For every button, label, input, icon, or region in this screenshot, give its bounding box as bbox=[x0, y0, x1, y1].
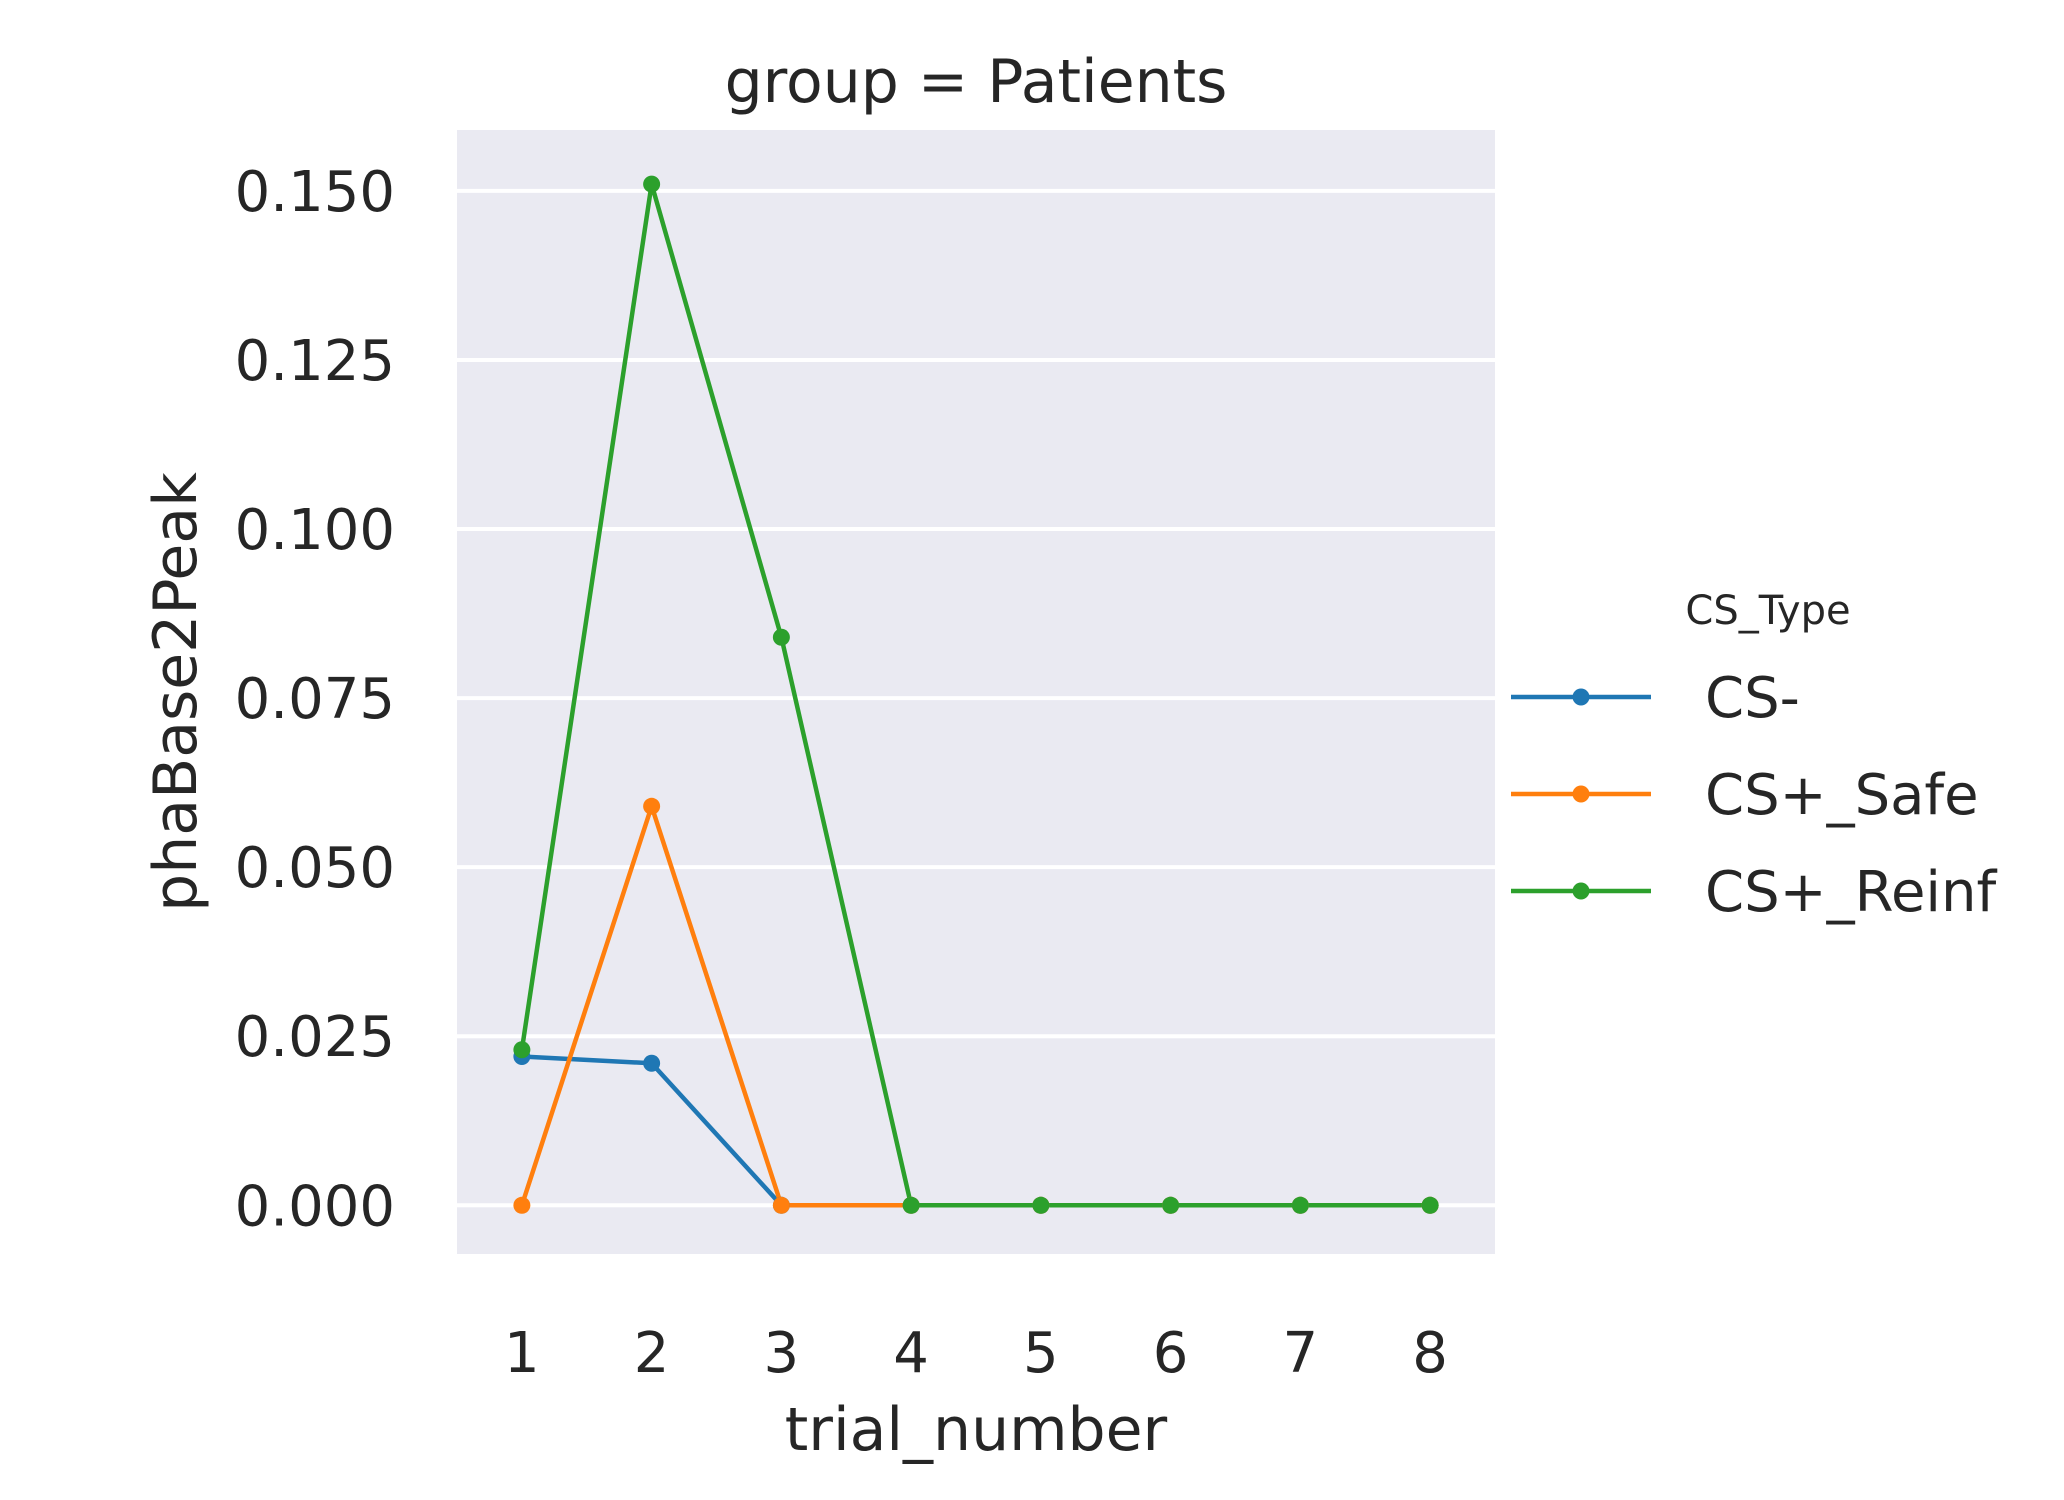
data-point bbox=[1291, 1196, 1309, 1214]
x-tick-label: 8 bbox=[1412, 1321, 1448, 1386]
y-tick-label: 0.100 bbox=[235, 498, 395, 563]
legend-label: CS+_Reinf bbox=[1705, 860, 1997, 925]
y-tick-label: 0.050 bbox=[235, 836, 395, 901]
x-tick-label: 1 bbox=[504, 1321, 540, 1386]
data-point bbox=[643, 797, 661, 815]
data-point bbox=[772, 628, 790, 646]
x-tick-label: 3 bbox=[764, 1321, 800, 1386]
legend-marker bbox=[1572, 785, 1590, 803]
data-point bbox=[513, 1196, 531, 1214]
series-line-2 bbox=[519, 181, 1431, 1208]
data-point bbox=[1162, 1196, 1180, 1214]
y-tick-label: 0.125 bbox=[235, 329, 395, 394]
y-tick-label: 0.025 bbox=[235, 1005, 395, 1070]
data-point bbox=[1032, 1196, 1050, 1214]
y-tick-label: 0.075 bbox=[235, 667, 395, 732]
series-points bbox=[513, 175, 1439, 1214]
data-point bbox=[772, 1196, 790, 1214]
data-point bbox=[1421, 1196, 1439, 1214]
legend-marker bbox=[1572, 882, 1590, 900]
x-tick-labels: 1 2 3 4 5 6 7 8 bbox=[504, 1321, 1448, 1386]
x-tick-label: 5 bbox=[1023, 1321, 1059, 1386]
x-tick-label: 2 bbox=[634, 1321, 670, 1386]
x-axis-label: trial_number bbox=[785, 1395, 1168, 1465]
data-point bbox=[643, 175, 661, 193]
legend-label: CS+_Safe bbox=[1705, 763, 1979, 828]
data-point bbox=[513, 1041, 531, 1059]
legend-label: CS- bbox=[1705, 666, 1800, 731]
legend: CS_Type CS- CS+_Safe CS+_Reinf bbox=[1511, 588, 1997, 925]
legend-marker bbox=[1572, 688, 1590, 706]
x-tick-label: 7 bbox=[1283, 1321, 1319, 1386]
y-tick-label: 0.000 bbox=[235, 1174, 395, 1239]
x-tick-label: 4 bbox=[893, 1321, 929, 1386]
legend-title: CS_Type bbox=[1685, 588, 1850, 634]
series-lines bbox=[519, 181, 1431, 1208]
plot-background bbox=[457, 130, 1495, 1254]
x-tick-label: 6 bbox=[1153, 1321, 1189, 1386]
chart-title: group = Patients bbox=[725, 47, 1228, 117]
y-tick-label: 0.150 bbox=[235, 160, 395, 225]
data-point bbox=[643, 1054, 661, 1072]
data-point bbox=[902, 1196, 920, 1214]
y-tick-labels: 0.000 0.025 0.050 0.075 0.100 0.125 0.150 bbox=[235, 160, 395, 1239]
y-axis-label: phaBase2Peak bbox=[141, 472, 211, 912]
